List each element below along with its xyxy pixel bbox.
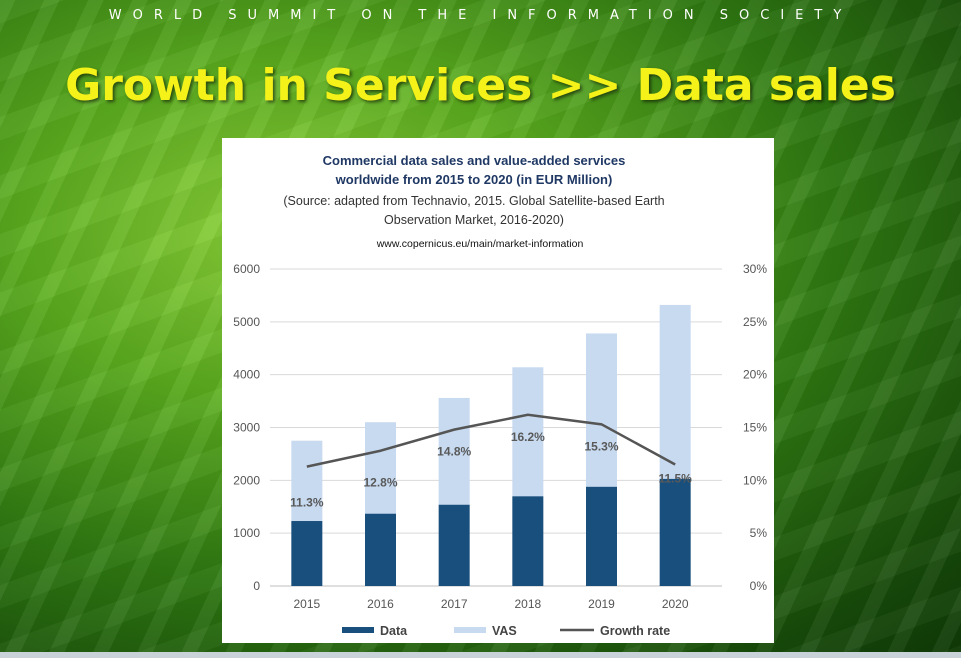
- growth-rate-label: 12.8%: [363, 476, 397, 490]
- growth-rate-line: [306, 413, 676, 468]
- growth-rate-label: 14.8%: [437, 445, 471, 459]
- chart-title-line2: worldwide from 2015 to 2020 (in EUR Mill…: [335, 172, 613, 187]
- x-tick-label: 2018: [514, 597, 541, 611]
- bar-data-2020: [659, 478, 691, 586]
- y2-tick-label: 15%: [743, 421, 767, 435]
- y-tick-label: 6000: [233, 262, 260, 276]
- growth-rate-label: 11.5%: [658, 471, 692, 485]
- legend-swatch-data: [342, 627, 374, 633]
- legend-swatch-vas: [454, 627, 486, 633]
- slide-title: Growth in Services >> Data sales: [65, 60, 896, 111]
- y2-tick-label: 20%: [743, 368, 767, 382]
- bar-vas-2016: [365, 422, 396, 514]
- chart-title-line1: Commercial data sales and value-added se…: [323, 153, 626, 168]
- bar-data-2019: [586, 486, 617, 586]
- bar-data-2017: [438, 504, 470, 586]
- chart-subtitle-line2: Observation Market, 2016-2020): [384, 213, 564, 227]
- chart: Commercial data sales and value-added se…: [233, 153, 768, 638]
- y2-tick-label: 5%: [750, 526, 768, 540]
- y-tick-label: 1000: [233, 526, 260, 540]
- bottom-bar: [0, 652, 961, 658]
- y-tick-label: 4000: [233, 368, 260, 382]
- growth-rate-label: 15.3%: [584, 439, 618, 453]
- bar-vas-2019: [586, 333, 617, 487]
- slide-header: WORLD SUMMIT ON THE INFORMATION SOCIETY: [108, 8, 853, 23]
- x-tick-label: 2019: [588, 597, 615, 611]
- y-tick-label: 2000: [233, 473, 260, 487]
- x-tick-label: 2020: [662, 597, 689, 611]
- y-tick-label: 3000: [233, 421, 260, 435]
- y2-tick-label: 0%: [750, 579, 768, 593]
- bar-data-2015: [291, 521, 323, 586]
- x-tick-label: 2016: [367, 597, 394, 611]
- y2-tick-label: 25%: [743, 315, 767, 329]
- bar-vas-2017: [438, 397, 470, 505]
- legend-label-data: Data: [380, 624, 408, 638]
- chart-panel: Commercial data sales and value-added se…: [222, 138, 774, 643]
- growth-rate-label: 11.3%: [290, 496, 324, 510]
- chart-subtitle-line1: (Source: adapted from Technavio, 2015. G…: [283, 194, 664, 208]
- bar-data-2016: [365, 513, 396, 586]
- growth-rate-label: 16.2%: [511, 430, 545, 444]
- bar-data-2018: [512, 496, 544, 586]
- bar-vas-2020: [659, 304, 691, 479]
- bar-vas-2018: [512, 367, 544, 497]
- y2-tick-label: 30%: [743, 262, 767, 276]
- legend-label-vas: VAS: [492, 624, 517, 638]
- legend-label-growth-rate: Growth rate: [600, 624, 670, 638]
- bar-vas-2015: [291, 440, 323, 522]
- x-tick-label: 2017: [441, 597, 468, 611]
- y-tick-label: 5000: [233, 315, 260, 329]
- y-tick-label: 0: [253, 579, 260, 593]
- y2-tick-label: 10%: [743, 473, 767, 487]
- x-tick-label: 2015: [293, 597, 320, 611]
- chart-source-url: www.copernicus.eu/main/market-informatio…: [376, 238, 584, 250]
